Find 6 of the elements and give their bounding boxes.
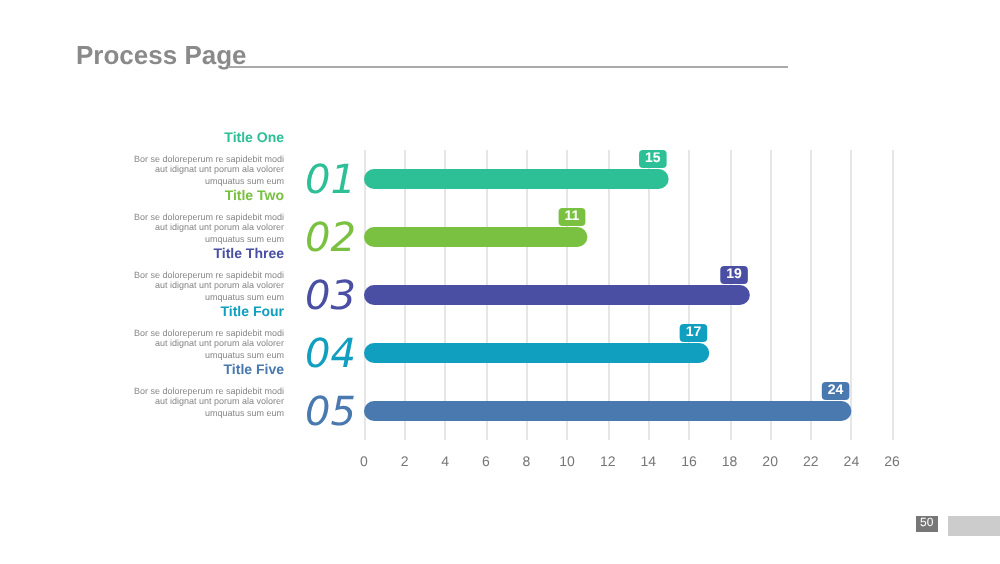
chart-title: Process Page — [76, 40, 247, 70]
y-tick-label: 01 — [305, 155, 356, 203]
y-tick-label: 04 — [305, 329, 356, 377]
y-tick-label: 03 — [305, 271, 356, 319]
y-tick-label: 05 — [305, 387, 356, 435]
y-tick-label: 02 — [305, 213, 356, 261]
